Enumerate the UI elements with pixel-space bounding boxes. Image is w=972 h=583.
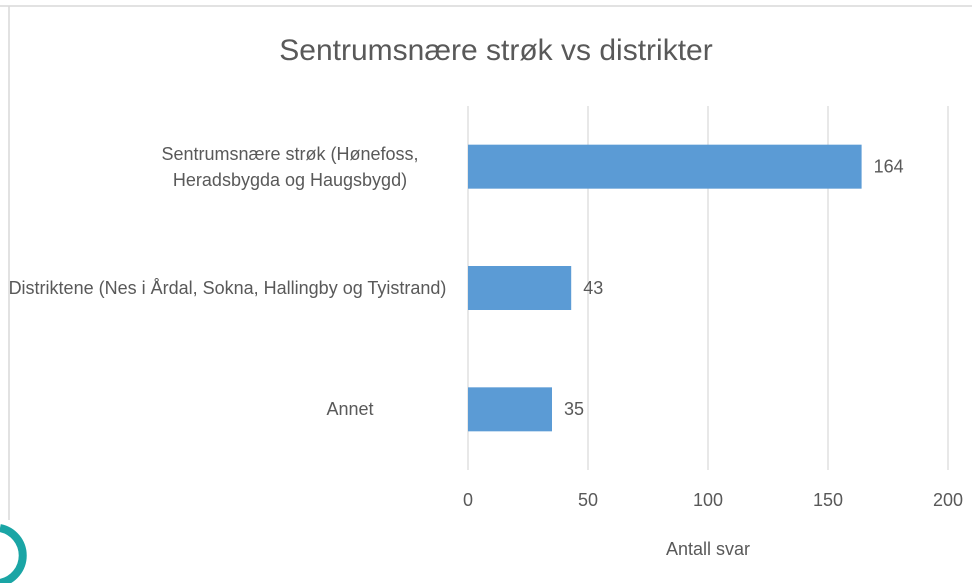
value-label: 164 [874,156,904,176]
y-tick-label: Annet [326,399,374,420]
bar [468,144,862,189]
chart-title: Sentrumsnære strøk vs distrikter [279,34,712,67]
x-tick-label: 150 [813,490,843,510]
value-label: 35 [564,399,584,419]
x-tick-label: 100 [693,490,723,510]
logo [0,524,27,583]
value-label: 43 [583,278,603,298]
y-tick-label: Distriktene (Nes i Årdal, Sokna, Halling… [8,278,447,298]
x-axis-title: Antall svar [666,539,750,559]
x-tick-label: 50 [578,490,598,510]
y-tick-label: Sentrumsnære strøk (Hønefoss, Heradsbygd… [161,143,419,190]
x-tick-label: 200 [933,490,963,510]
x-tick-label: 0 [463,490,473,510]
bar [468,387,552,432]
bar [468,266,572,310]
